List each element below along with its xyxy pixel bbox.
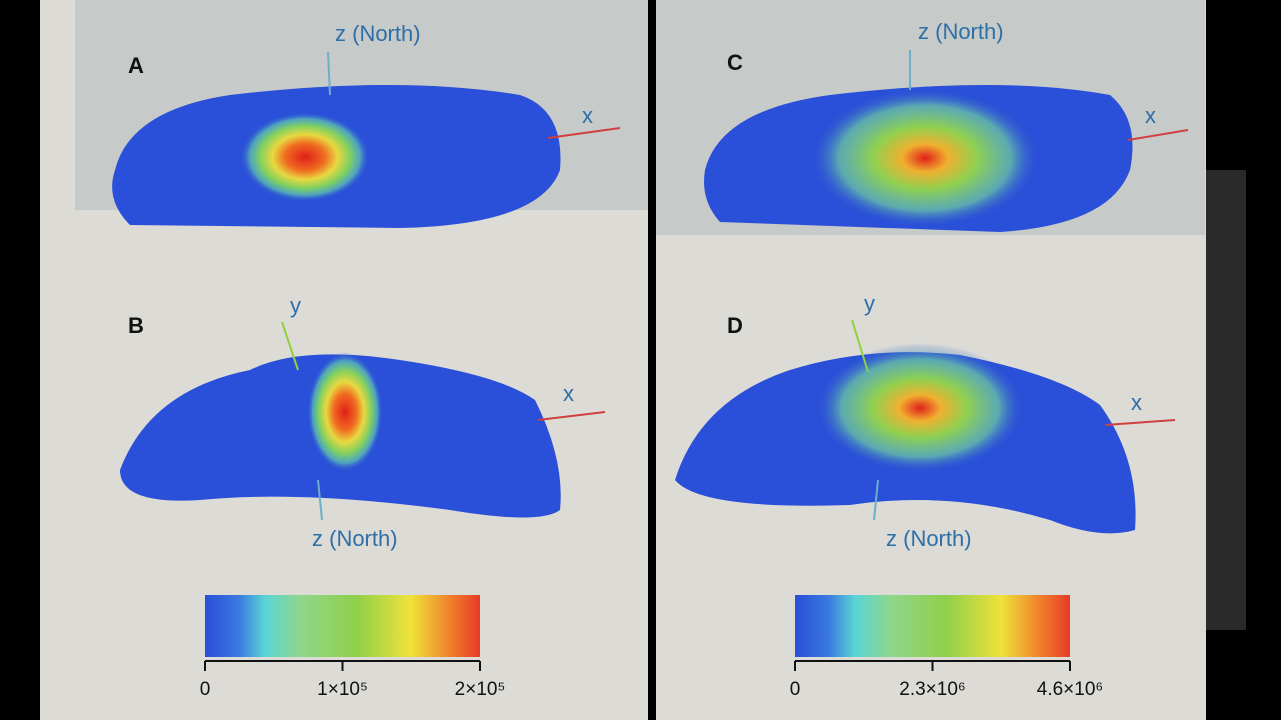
axis-label: x [1131, 390, 1142, 415]
asteroids [112, 85, 1136, 534]
tick-label: 2×10⁵ [455, 679, 506, 700]
tick-label: 0 [200, 679, 211, 700]
axis-line [1104, 419, 1176, 426]
panel-letter: C [727, 50, 743, 75]
colorbar [205, 595, 480, 657]
axis-line [281, 321, 299, 371]
axis-label: y [290, 293, 301, 318]
axis-label: z (North) [918, 19, 1004, 44]
axis-label: z (North) [886, 526, 972, 551]
axis-label: z (North) [312, 526, 398, 551]
panel-letter: B [128, 313, 144, 338]
tick-label: 1×10⁵ [317, 679, 368, 700]
axis-label: x [1145, 103, 1156, 128]
annotations: Az (North) x By x z (North) Cz (North) x Dy x z (… [128, 19, 1189, 700]
axis-label: z (North) [335, 21, 421, 46]
tick-label: 4.6×10⁶ [1037, 679, 1103, 700]
axis-line [537, 411, 606, 421]
panel-letter: A [128, 53, 144, 78]
axis-line [327, 51, 331, 96]
axis-line [317, 479, 323, 521]
axis-line [547, 127, 621, 139]
axis-line [873, 479, 879, 521]
axis-label: x [563, 381, 574, 406]
axis-line [1127, 129, 1189, 141]
tick-label: 0 [790, 679, 801, 700]
axis-label: y [864, 291, 875, 316]
axis-label: x [582, 103, 593, 128]
panel-letter: D [727, 313, 743, 338]
tick-label: 2.3×10⁶ [899, 679, 965, 700]
colorbar [795, 595, 1070, 657]
axis-line [851, 319, 869, 373]
